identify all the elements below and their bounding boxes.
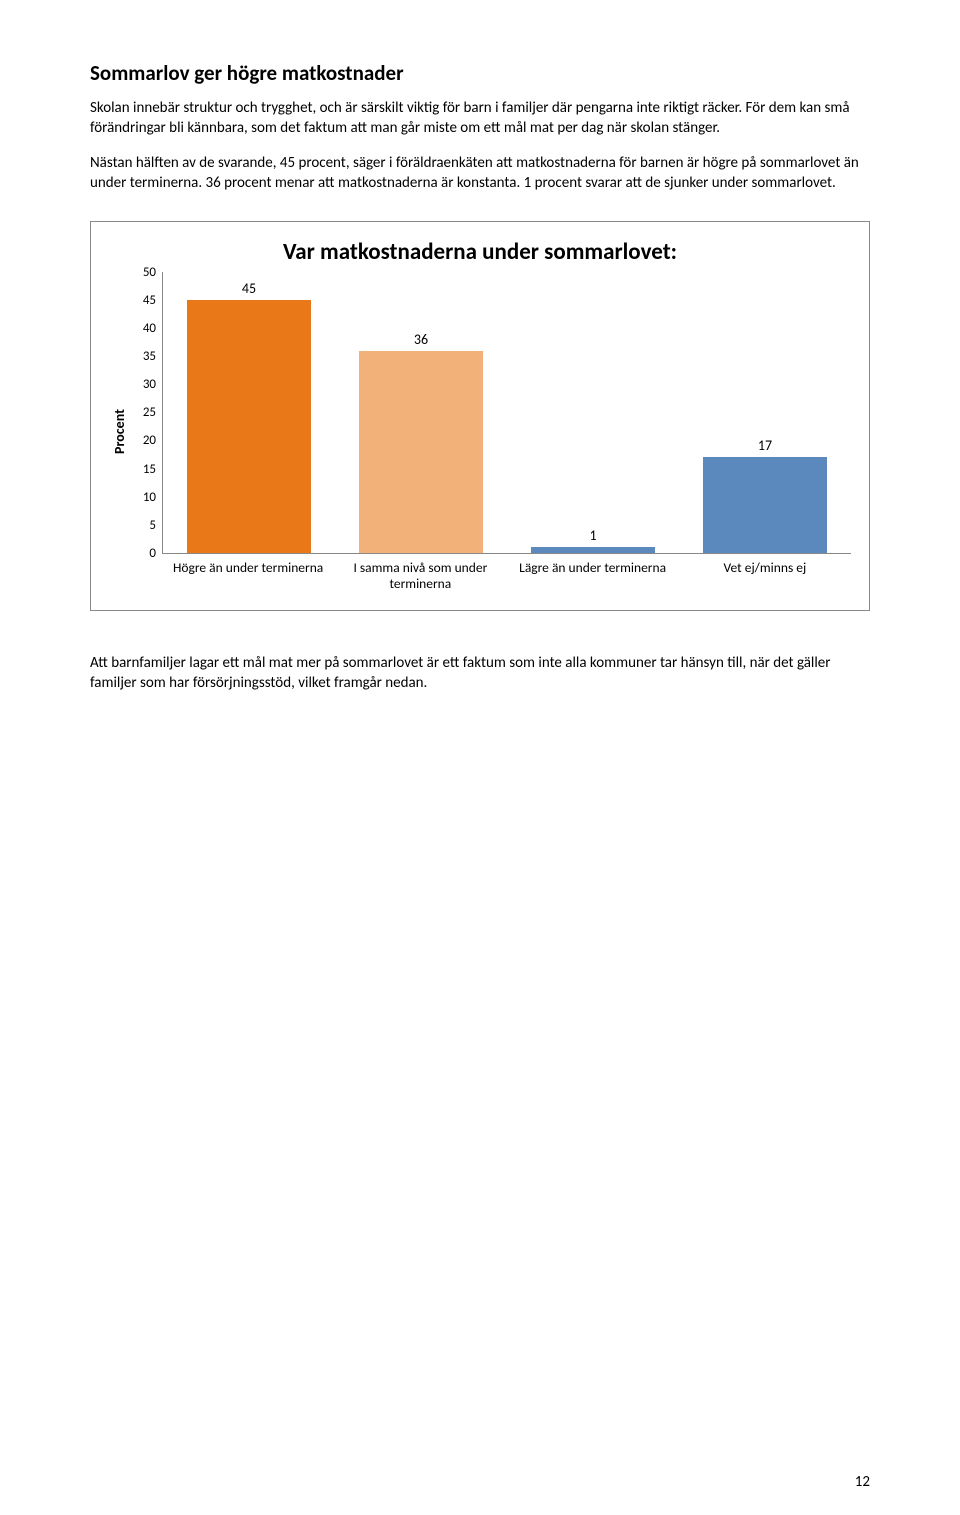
x-tick-label: Lägre än under terminerna [507, 560, 679, 592]
paragraph-2: Nästan hälften av de svarande, 45 procen… [90, 153, 870, 194]
paragraph-1: Skolan innebär struktur och trygghet, oc… [90, 98, 870, 139]
bar [703, 457, 827, 552]
y-tick: 50 [128, 266, 156, 279]
paragraph-3: Att barnfamiljer lagar ett mål mat mer p… [90, 653, 870, 694]
bar-column: 1 [507, 272, 679, 553]
section-heading: Sommarlov ger högre matkostnader [90, 60, 870, 86]
x-axis-labels: Högre än under terminernaI samma nivå so… [162, 560, 851, 592]
y-tick: 20 [128, 434, 156, 447]
y-tick: 40 [128, 322, 156, 335]
y-tick: 15 [128, 463, 156, 476]
bars-area: 45 36 1 17 [162, 272, 851, 554]
x-tick-label: Högre än under terminerna [162, 560, 334, 592]
bar [359, 351, 483, 553]
y-tick: 35 [128, 350, 156, 363]
bar-column: 17 [679, 272, 851, 553]
chart-title: Var matkostnaderna under sommarlovet: [109, 238, 851, 266]
y-tick: 30 [128, 378, 156, 391]
bar-value-label: 17 [758, 437, 772, 454]
chart-container: Var matkostnaderna under sommarlovet: Pr… [90, 221, 870, 611]
bar-column: 36 [335, 272, 507, 553]
x-tick-label: Vet ej/minns ej [679, 560, 851, 592]
y-tick: 5 [128, 519, 156, 532]
y-axis-ticks: 50454035302520151050 [128, 272, 162, 554]
bar-value-label: 1 [589, 527, 596, 544]
y-axis-label: Procent [109, 272, 128, 592]
y-tick: 25 [128, 406, 156, 419]
bar-value-label: 36 [414, 331, 428, 348]
y-tick: 10 [128, 491, 156, 504]
bar-value-label: 45 [242, 280, 256, 297]
y-tick: 0 [128, 547, 156, 560]
y-tick: 45 [128, 294, 156, 307]
bar-column: 45 [163, 272, 335, 553]
bar [187, 300, 311, 553]
chart-area: Procent 50454035302520151050 4536117 Hög… [109, 272, 851, 592]
x-tick-label: I samma nivå som under terminerna [334, 560, 506, 592]
page-number: 12 [855, 1473, 870, 1491]
bar [531, 547, 655, 553]
